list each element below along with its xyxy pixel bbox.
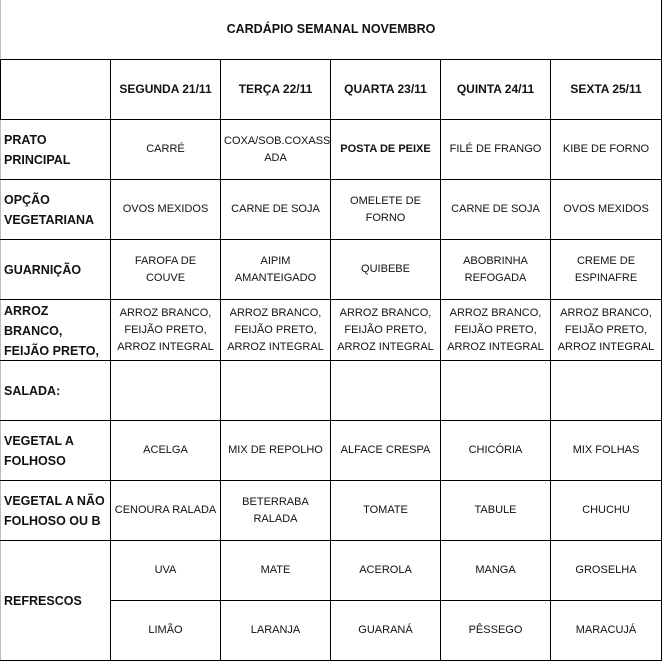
- menu-cell: OVOS MEXIDOS: [110, 179, 221, 240]
- menu-cell: [440, 360, 551, 421]
- menu-cell: ARROZ BRANCO, FEIJÃO PRETO, ARROZ INTEGR…: [110, 299, 221, 361]
- menu-cell: KIBE DE FORNO: [550, 119, 662, 180]
- menu-cell: FAROFA DE COUVE: [110, 239, 221, 300]
- menu-row: GUARNIÇÃO FAROFA DE COUVE AIPIM AMANTEIGAD…: [0, 239, 662, 300]
- refrescos-row: LIMÃO LARANJA GUARANÁ PÊSSEGO MARACUJÁ: [1, 600, 662, 661]
- menu-row: ARROZ BRANCO, FEIJÃO PRETO, ARROZARROZ B…: [0, 299, 662, 361]
- menu-cell: FILÉ DE FRANGO: [440, 119, 551, 180]
- menu-cell: ALFACE CRESPA: [330, 420, 441, 481]
- row-label: GUARNIÇÃO: [0, 239, 111, 300]
- menu-row: SALADA:: [0, 360, 662, 421]
- day-header: QUARTA 23/11: [330, 59, 441, 120]
- menu-cell: TOMATE: [330, 480, 441, 541]
- menu-title: CARDÁPIO SEMANAL NOVEMBRO: [0, 0, 662, 60]
- menu-cell: CHUCHU: [550, 480, 662, 541]
- day-header: QUINTA 24/11: [440, 59, 551, 120]
- row-label-text: ARROZ BRANCO, FEIJÃO PRETO, ARROZ: [4, 304, 99, 358]
- drink-cell: MANGA: [440, 540, 551, 601]
- menu-row: VEGETAL A NÃO FOLHOSO OU B CENOURA RALADA…: [0, 480, 662, 541]
- row-label: VEGETAL A NÃO FOLHOSO OU B: [0, 480, 111, 541]
- drink-cell: MATE: [220, 540, 331, 601]
- header-empty-cell: [0, 59, 111, 120]
- menu-cell: CHICÓRIA: [440, 420, 551, 481]
- row-label: REFRESCOS: [0, 540, 111, 661]
- menu-cell: TABULE: [440, 480, 551, 541]
- day-header: SEXTA 25/11: [550, 59, 662, 120]
- refrescos-row: REFRESCOS UVA MATE ACEROLA MANGA GROSELHA: [0, 540, 662, 661]
- menu-cell: BETERRABA RALADA: [220, 480, 331, 541]
- menu-cell: [330, 360, 441, 421]
- menu-cell: MIX FOLHAS: [550, 420, 662, 481]
- menu-cell: [550, 360, 662, 421]
- drink-cell: UVA: [110, 540, 221, 601]
- menu-cell: AIPIM AMANTEIGADO: [220, 239, 331, 300]
- drink-cell: PÊSSEGO: [440, 600, 551, 661]
- menu-cell: [220, 360, 331, 421]
- row-label: ARROZ BRANCO, FEIJÃO PRETO, ARROZ: [0, 299, 111, 361]
- drink-cell: ACEROLA: [330, 540, 441, 601]
- menu-row: VEGETAL A FOLHOSO ACELGA MIX DE REPOLHO ALF…: [0, 420, 662, 481]
- drink-cell: GUARANÁ: [330, 600, 441, 661]
- menu-cell: CARNE DE SOJA: [220, 179, 331, 240]
- row-label: OPÇÃO VEGETARIANA: [0, 179, 111, 240]
- menu-cell: ARROZ BRANCO, FEIJÃO PRETO, ARROZ INTEGR…: [440, 299, 551, 361]
- menu-cell: QUIBEBE: [330, 239, 441, 300]
- menu-cell: CARNE DE SOJA: [440, 179, 551, 240]
- menu-row: OPÇÃO VEGETARIANA OVOS MEXIDOS CARNE DE SO…: [0, 179, 662, 240]
- title-row: CARDÁPIO SEMANAL NOVEMBRO: [0, 0, 662, 60]
- row-label: SALADA:: [0, 360, 111, 421]
- day-header: TERÇA 22/11: [220, 59, 331, 120]
- drink-cell: LIMÃO: [110, 600, 221, 661]
- header-row: SEGUNDA 21/11 TERÇA 22/11 QUARTA 23/11 QUIN…: [0, 59, 662, 120]
- menu-cell: OVOS MEXIDOS: [550, 179, 662, 240]
- menu-cell: CENOURA RALADA: [110, 480, 221, 541]
- row-label: PRATO PRINCIPAL: [0, 119, 111, 180]
- day-header: SEGUNDA 21/11: [110, 59, 221, 120]
- menu-cell: POSTA DE PEIXE: [330, 119, 441, 180]
- row-label: VEGETAL A FOLHOSO: [0, 420, 111, 481]
- menu-cell: ACELGA: [110, 420, 221, 481]
- menu-cell: [110, 360, 221, 421]
- menu-cell: MIX DE REPOLHO: [220, 420, 331, 481]
- menu-cell: CARRÉ: [110, 119, 221, 180]
- menu-cell: ARROZ BRANCO, FEIJÃO PRETO, ARROZ INTEGR…: [330, 299, 441, 361]
- menu-cell: ABOBRINHA REFOGADA: [440, 239, 551, 300]
- menu-cell: OMELETE DE FORNO: [330, 179, 441, 240]
- drink-cell: MARACUJÁ: [550, 600, 662, 661]
- drink-cell: LARANJA: [220, 600, 331, 661]
- menu-row: PRATO PRINCIPAL CARRÉ COXA/SOB.COXASS ADA P…: [0, 119, 662, 180]
- menu-cell: ARROZ BRANCO, FEIJÃO PRETO, ARROZ INTEGR…: [220, 299, 331, 361]
- menu-cell: CREME DE ESPINAFRE: [550, 239, 662, 300]
- menu-cell: COXA/SOB.COXASS ADA: [220, 119, 331, 180]
- menu-cell: ARROZ BRANCO, FEIJÃO PRETO, ARROZ INTEGR…: [550, 299, 662, 361]
- drink-cell: GROSELHA: [550, 540, 662, 601]
